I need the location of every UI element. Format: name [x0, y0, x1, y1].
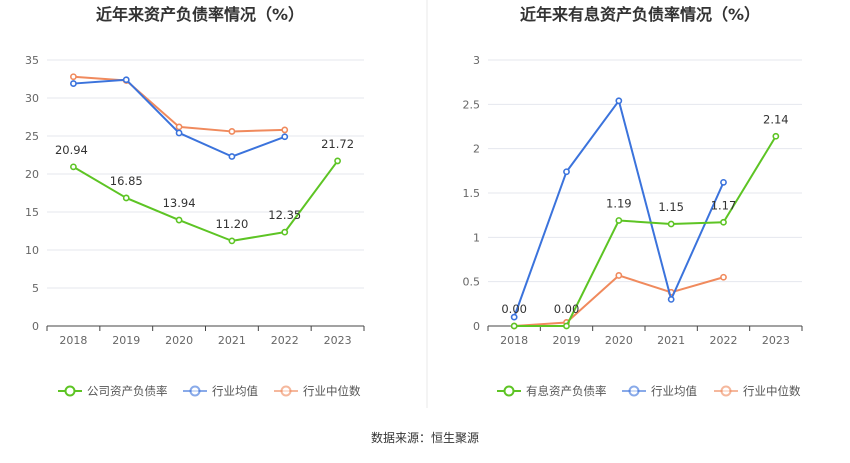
series-line-company	[72, 160, 339, 242]
series-line-industry-median	[73, 75, 285, 133]
data-label: 1.15	[658, 200, 684, 214]
y-tick-label: 0.5	[463, 276, 481, 289]
y-tick-label: 10	[25, 244, 39, 257]
debt-ratio-chart: 近年来资产负债率情况（%） 0 5 10 15 20 25 30 35 2018 2019 2020 2…	[25, 5, 365, 398]
legend-swatch-marker	[503, 385, 515, 397]
x-tick-label: 2022	[710, 334, 738, 347]
data-point-industry-avg	[720, 178, 727, 186]
y-tick-label: 0	[473, 320, 480, 333]
data-point-industry-avg	[615, 97, 623, 105]
data-point-industry-avg	[563, 168, 570, 176]
legend-swatch-marker	[720, 385, 732, 397]
data-point-company	[281, 228, 289, 236]
y-tick-label: 25	[25, 130, 39, 143]
data-point-industry-median	[720, 273, 727, 281]
legend-label: 有息资产负债率	[526, 384, 607, 398]
y-tick-label: 3	[473, 54, 480, 67]
data-label: 20.94	[55, 143, 88, 157]
chart-title: 近年来有息资产负债率情况（%）	[520, 5, 760, 24]
x-tick-label: 2018	[500, 334, 528, 347]
x-tick-label: 2022	[271, 334, 299, 347]
y-tick-label: 1.5	[463, 187, 481, 200]
data-point-industry-median	[228, 128, 236, 135]
legend-label: 行业中位数	[303, 384, 361, 398]
data-point-company	[228, 237, 236, 245]
y-tick-label: 15	[25, 206, 39, 219]
data-point-company	[563, 322, 570, 330]
data-point-industry-avg	[122, 76, 130, 84]
y-tick-label: 30	[25, 92, 39, 105]
legend-label: 行业均值	[212, 384, 258, 398]
data-point-industry-avg	[281, 133, 289, 141]
x-tick-label: 2020	[165, 334, 193, 347]
data-label: 0.00	[501, 302, 527, 316]
x-tick-label: 2023	[324, 334, 352, 347]
y-tick-label: 2	[473, 143, 480, 156]
data-point-industry-median	[615, 272, 623, 279]
legend-swatch-marker	[64, 385, 76, 397]
series-line-industry-median	[514, 274, 724, 327]
data-label: 1.19	[606, 196, 632, 210]
data-label: 12.35	[268, 208, 301, 222]
x-tick-label: 2023	[762, 334, 790, 347]
y-tick-label: 2.5	[463, 98, 481, 111]
legend-swatch-marker	[189, 385, 201, 397]
data-point-company	[70, 163, 77, 171]
data-point-industry-avg	[175, 129, 183, 137]
data-point-industry-avg	[70, 80, 77, 87]
data-source-note: 数据来源：恒生聚源	[371, 430, 479, 445]
y-tick-label: 35	[25, 54, 39, 67]
x-tick-label: 2021	[657, 334, 685, 347]
data-point-industry-median	[175, 123, 183, 131]
data-point-company	[667, 220, 675, 228]
data-point-company	[334, 157, 341, 165]
data-label: 16.85	[110, 174, 143, 188]
x-tick-label: 2018	[59, 334, 87, 347]
data-point-company	[122, 194, 130, 202]
legend-label: 公司资产负债率	[87, 384, 168, 398]
chart-title: 近年来资产负债率情况（%）	[96, 5, 304, 24]
data-point-industry-avg	[228, 153, 236, 160]
y-tick-label: 20	[25, 168, 39, 181]
data-point-industry-median	[70, 73, 77, 81]
legend-label: 行业中位数	[743, 384, 801, 398]
x-tick-label: 2019	[553, 334, 581, 347]
x-tick-label: 2020	[605, 334, 633, 347]
data-point-company	[615, 217, 623, 224]
data-label: 21.72	[321, 137, 354, 151]
data-point-company	[175, 216, 183, 224]
data-label: 11.20	[215, 217, 248, 231]
data-point-industry-median	[281, 126, 289, 134]
legend-label: 行业均值	[651, 384, 697, 398]
data-point-company	[772, 132, 780, 140]
series-line-industry-avg	[73, 78, 286, 158]
y-tick-label: 0	[32, 320, 39, 333]
interest-bearing-debt-ratio-chart: 近年来有息资产负债率情况（%） 0 0.5 1 1.5 2 2.5 3 2018 2019 2020…	[463, 5, 803, 398]
y-tick-label: 5	[32, 282, 39, 295]
data-point-industry-avg	[667, 295, 675, 303]
data-point-company	[720, 218, 727, 226]
data-label: 1.17	[711, 198, 737, 212]
legend-swatch-marker	[280, 385, 292, 397]
y-tick-label: 1	[473, 231, 480, 244]
series-line-company	[514, 135, 777, 327]
data-label: 2.14	[763, 112, 789, 126]
data-point-company	[510, 322, 518, 330]
legend-swatch-marker	[628, 385, 640, 397]
x-tick-label: 2021	[218, 334, 246, 347]
x-tick-label: 2019	[112, 334, 140, 347]
data-point-industry-avg	[510, 313, 518, 321]
data-label: 13.94	[163, 196, 196, 210]
data-label: 0.00	[554, 302, 580, 316]
